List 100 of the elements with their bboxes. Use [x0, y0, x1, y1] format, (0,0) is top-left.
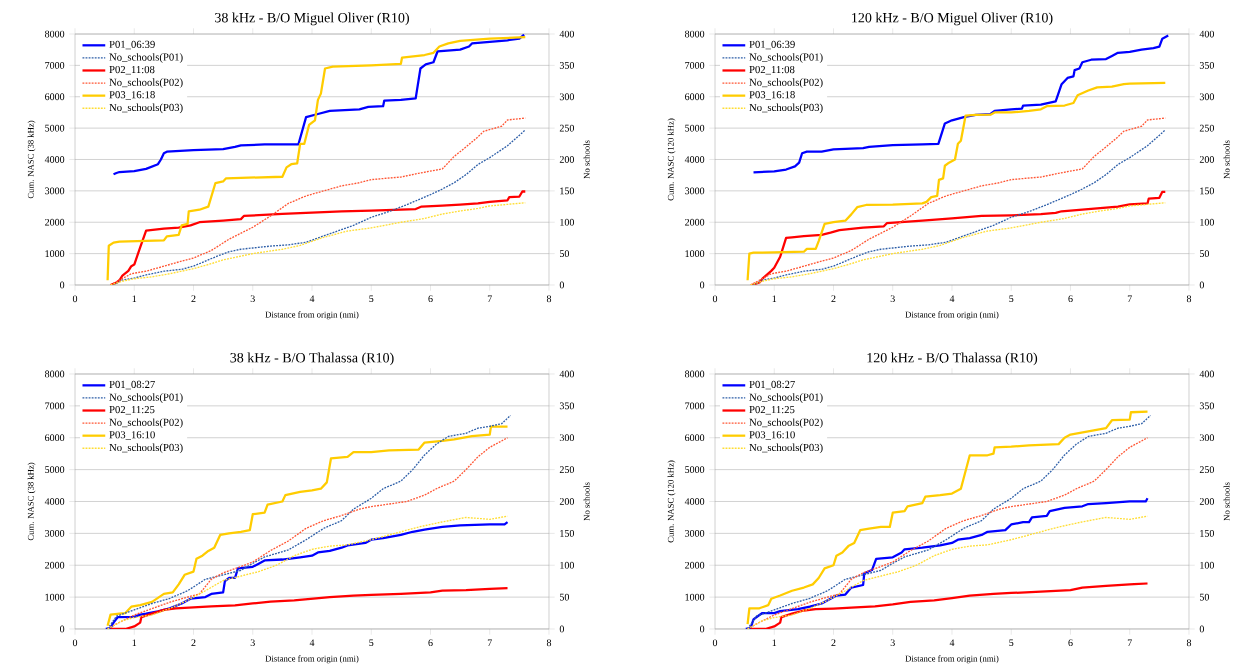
- y2-tick-label: 150: [560, 529, 575, 537]
- y2-tick-label: 50: [1199, 593, 1210, 601]
- legend-label: No_schools(P02): [749, 418, 823, 429]
- x-tick-label: 2: [191, 639, 196, 647]
- line-series: [749, 582, 1149, 629]
- y-tick-label: 4000: [44, 498, 65, 505]
- legend-label: No_schools(P02): [749, 78, 823, 89]
- legend-label: P03_16:18: [749, 91, 795, 100]
- y-axis-title: Cum. NASC (120 kHz): [667, 460, 676, 543]
- y2-tick-label: 250: [1199, 124, 1215, 132]
- y2-tick-label: 200: [559, 156, 575, 163]
- legend-label: No_schools(P01): [749, 393, 823, 403]
- y2-tick-label: 0: [1199, 625, 1205, 633]
- y-axis-title: Cum. NASC (120 kHz): [667, 118, 676, 201]
- y2-tick-label: 350: [559, 402, 575, 410]
- x-tick-label: 3: [890, 295, 895, 303]
- y-tick-label: 5000: [45, 466, 65, 473]
- legend-label: P01_06:39: [749, 40, 795, 50]
- legend-label: P02_11:25: [749, 405, 795, 415]
- y2-tick-label: 300: [559, 93, 575, 101]
- y-tick-label: 7000: [685, 402, 705, 410]
- x-tick-label: 6: [1068, 639, 1073, 647]
- y-tick-label: 2000: [685, 561, 705, 569]
- y2-tick-label: 300: [1199, 434, 1215, 442]
- y-tick-label: 5000: [685, 466, 705, 473]
- y2-tick-label: 400: [559, 370, 575, 378]
- x-tick-label: 2: [831, 639, 836, 647]
- x-tick-label: 8: [546, 295, 552, 303]
- x-tick-label: 7: [487, 295, 492, 302]
- x-tick-label: 4: [949, 295, 955, 302]
- y-tick-label: 4000: [44, 156, 65, 163]
- y2-tick-label: 200: [1199, 498, 1215, 505]
- y-tick-label: 6000: [45, 93, 65, 101]
- y2-tick-label: 400: [1199, 370, 1215, 378]
- legend-label: No_schools(P03): [749, 443, 823, 454]
- y-tick-label: 1000: [45, 250, 65, 257]
- y2-tick-label: 0: [1199, 281, 1205, 289]
- y-tick-label: 1000: [685, 250, 705, 257]
- x-tick-label: 5: [1009, 295, 1014, 303]
- y-tick-label: 5000: [45, 124, 65, 132]
- y2-tick-label: 100: [1200, 561, 1215, 569]
- y-tick-label: 0: [59, 625, 65, 633]
- y-tick-label: 7000: [45, 62, 65, 69]
- x-tick-label: 4: [949, 639, 955, 646]
- y2-tick-label: 400: [1199, 30, 1215, 38]
- y-axis-title: Cum. NASC (38 kHz): [27, 120, 36, 199]
- y2-tick-label: 350: [1199, 402, 1215, 410]
- y2-tick-label: 300: [1199, 93, 1215, 101]
- y-tick-label: 7000: [45, 402, 65, 410]
- x-tick-label: 4: [309, 295, 315, 302]
- x-tick-label: 3: [890, 639, 895, 647]
- y-tick-label: 3000: [45, 529, 65, 537]
- y-tick-label: 4000: [684, 156, 705, 163]
- y-tick-label: 3000: [685, 529, 705, 537]
- y-tick-label: 5000: [685, 124, 705, 132]
- y2-tick-label: 200: [559, 498, 575, 505]
- legend-label: No_schools(P02): [109, 418, 183, 429]
- legend-label: P02_11:08: [749, 65, 795, 75]
- y2-tick-label: 350: [559, 62, 575, 69]
- legend-label: P03_16:10: [749, 431, 795, 440]
- y-tick-label: 1000: [685, 593, 705, 601]
- x-tick-label: 1: [772, 295, 777, 302]
- y-tick-label: 1000: [45, 593, 65, 601]
- legend-label: P02_11:08: [109, 65, 155, 75]
- chart-title: 38 kHz - B/O Thalassa (R10): [230, 352, 394, 366]
- y2-axis-title: No schools: [1223, 140, 1230, 179]
- x-tick-label: 5: [1009, 639, 1014, 647]
- y2-axis-title: No schools: [583, 482, 590, 521]
- x-tick-label: 6: [1068, 295, 1073, 303]
- x-axis-title: Distance from origin (nmi): [265, 311, 359, 320]
- y-tick-label: 0: [699, 281, 705, 289]
- x-tick-label: 1: [132, 295, 137, 302]
- y2-tick-label: 400: [559, 30, 575, 38]
- x-tick-label: 5: [369, 639, 374, 647]
- y-tick-label: 0: [699, 625, 705, 633]
- y2-tick-label: 100: [1200, 218, 1215, 226]
- legend-label: No_schools(P03): [109, 103, 183, 114]
- x-tick-label: 8: [1186, 295, 1192, 303]
- y2-tick-label: 50: [559, 250, 570, 257]
- y-tick-label: 2000: [45, 561, 65, 569]
- y2-tick-label: 0: [559, 281, 565, 289]
- y2-tick-label: 250: [559, 466, 575, 473]
- x-tick-label: 7: [1127, 295, 1132, 302]
- legend-label: P02_11:25: [109, 405, 155, 415]
- legend-label: P03_16:10: [109, 431, 155, 440]
- legend-label: No_schools(P02): [109, 78, 183, 89]
- x-tick-label: 0: [72, 639, 78, 647]
- y-tick-label: 3000: [685, 187, 705, 195]
- legend-label: P01_06:39: [109, 40, 155, 50]
- y-tick-label: 2000: [685, 218, 705, 226]
- x-tick-label: 6: [428, 295, 433, 303]
- y2-tick-label: 100: [560, 561, 575, 569]
- x-tick-label: 8: [546, 639, 552, 647]
- x-tick-label: 1: [772, 639, 777, 646]
- chart-title: 38 kHz - B/O Miguel Oliver (R10): [215, 12, 409, 26]
- x-tick-label: 3: [250, 639, 255, 647]
- x-tick-label: 5: [369, 295, 374, 303]
- legend-label: No_schools(P01): [109, 393, 183, 403]
- x-axis-title: Distance from origin (nmi): [905, 655, 999, 664]
- y-tick-label: 6000: [685, 434, 705, 442]
